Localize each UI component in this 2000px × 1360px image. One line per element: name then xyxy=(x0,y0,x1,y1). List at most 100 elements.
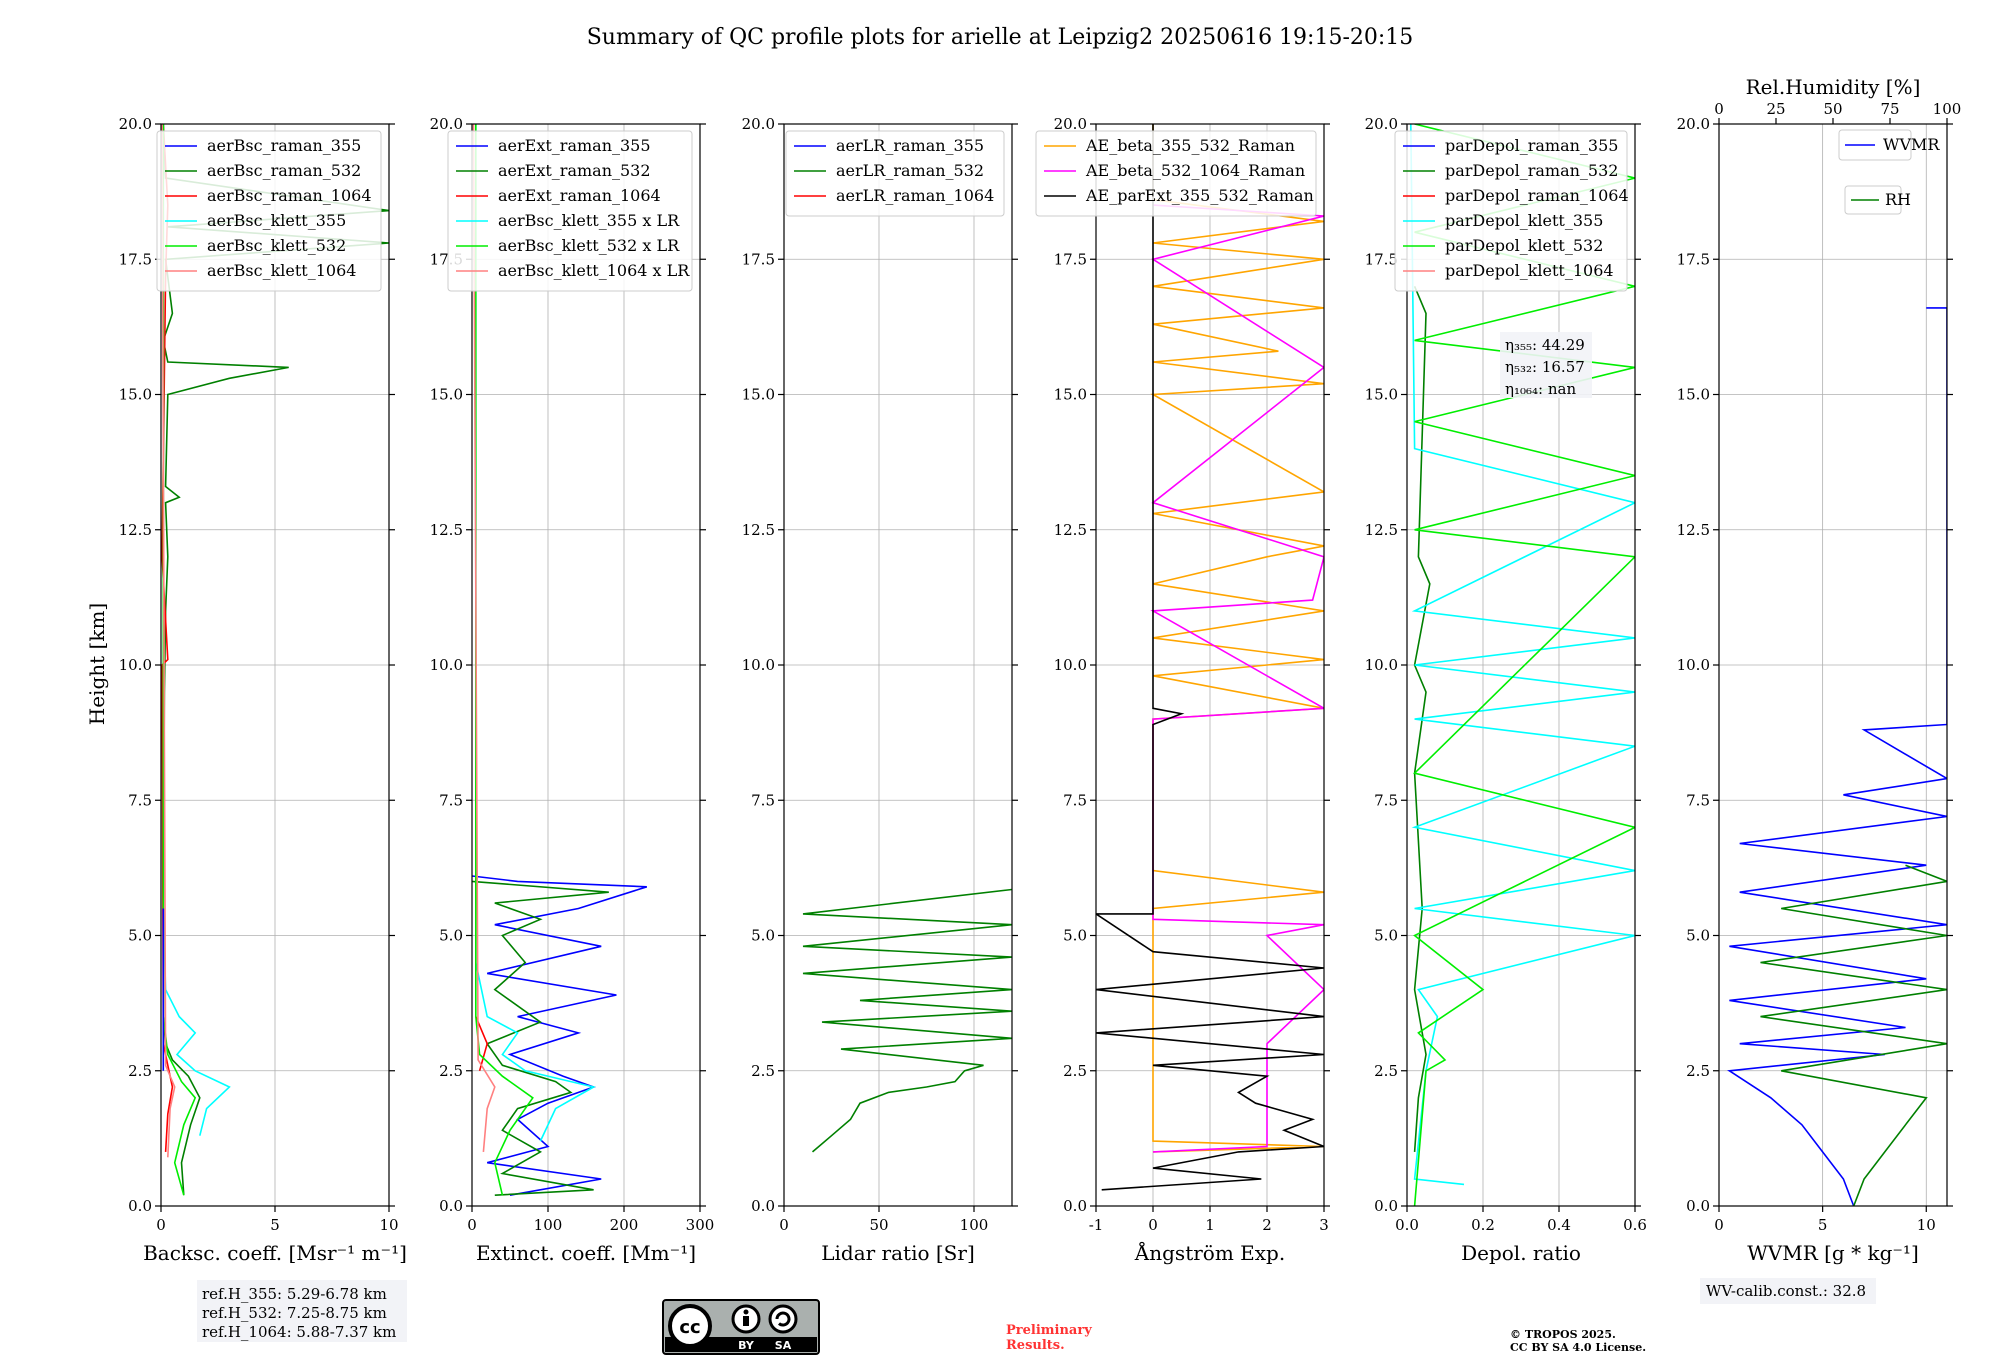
x-axis-label: Lidar ratio [Sr] xyxy=(821,1241,975,1265)
figure-title: Summary of QC profile plots for arielle … xyxy=(587,25,1414,50)
y-tick-label: 2.5 xyxy=(1374,1062,1398,1080)
series-AE_parExt_355_532_Raman xyxy=(1096,124,1324,1191)
legend-box xyxy=(1035,130,1317,217)
x-tick-label: 10 xyxy=(379,1216,398,1234)
y-tick-label: 0.0 xyxy=(1686,1197,1710,1215)
y-tick-label: 12.5 xyxy=(742,521,775,539)
y-tick-label: 5.0 xyxy=(128,927,152,945)
y-tick-label: 17.5 xyxy=(1677,250,1710,268)
x-tick-label: 100 xyxy=(534,1216,563,1234)
legend-entry: AE_beta_355_532_Raman xyxy=(1085,136,1295,155)
x-tick-label: 100 xyxy=(960,1216,989,1234)
legend-entry: parDepol_raman_1064 xyxy=(1445,186,1629,205)
legend: AE_beta_355_532_Raman AE_beta_532_1064_Ra… xyxy=(1035,130,1317,217)
ref-h-355: ref.H_355: 5.29-6.78 km xyxy=(202,1285,387,1303)
x-tick-label: 0 xyxy=(1148,1216,1158,1234)
top-x-tick-label: 0 xyxy=(1714,100,1724,118)
y-tick-label: 0.0 xyxy=(128,1197,152,1215)
legend-box xyxy=(785,130,1005,217)
y-tick-label: 5.0 xyxy=(1063,927,1087,945)
y-tick-label: 7.5 xyxy=(128,791,152,809)
y-tick-label: 12.5 xyxy=(1054,521,1087,539)
ref-h-1064: ref.H_1064: 5.88-7.37 km xyxy=(202,1323,396,1341)
x-tick-label: 0 xyxy=(779,1216,789,1234)
y-tick-label: 7.5 xyxy=(1063,791,1087,809)
y-axis-label: Height [km] xyxy=(85,603,109,725)
legend: aerBsc_raman_355 aerBsc_raman_532 aerBsc_r… xyxy=(156,130,382,292)
y-tick-label: 2.5 xyxy=(1063,1062,1087,1080)
cc-text: cc xyxy=(679,1317,700,1338)
y-tick-label: 12.5 xyxy=(1365,521,1398,539)
panel-extinction: 0.02.55.07.510.012.515.017.520.00 100 200 3… xyxy=(430,115,715,1265)
x-tick-label: 200 xyxy=(610,1216,639,1234)
x-tick-label: 50 xyxy=(869,1216,888,1234)
y-tick-label: 15.0 xyxy=(119,386,152,404)
series-WVMR xyxy=(1727,307,1947,1206)
y-tick-label: 10.0 xyxy=(742,656,775,674)
series-aerBsc_klett_532 x LR xyxy=(474,124,534,1196)
y-tick-label: 15.0 xyxy=(430,386,463,404)
x-tick-label: 0.0 xyxy=(1395,1216,1419,1234)
eta-box: η₃₅₅: 44.29 η₅₃₂: 16.57 η₁₀₆₄: nan xyxy=(1500,332,1592,398)
series-aerBsc_klett_1064 x LR xyxy=(472,124,496,1152)
legend-entry: aerBsc_klett_1064 xyxy=(207,261,356,280)
series-group xyxy=(472,124,648,1196)
legend: WVMR RH xyxy=(1838,129,1940,215)
top-x-tick-label: 75 xyxy=(1880,100,1899,118)
x-axis-label: WVMR [g * kg⁻¹] xyxy=(1747,1241,1919,1265)
series-aerBsc_klett_1064 xyxy=(161,124,176,1158)
y-tick-label: 5.0 xyxy=(439,927,463,945)
legend-entry: aerBsc_raman_532 xyxy=(207,161,361,180)
y-tick-label: 15.0 xyxy=(1054,386,1087,404)
y-tick-label: 2.5 xyxy=(128,1062,152,1080)
cc-sa-label: SA xyxy=(775,1339,792,1352)
legend-entry: aerBsc_klett_532 xyxy=(207,236,346,255)
legend-entry: parDepol_klett_1064 xyxy=(1445,261,1614,280)
y-tick-label: 0.0 xyxy=(1063,1197,1087,1215)
y-tick-label: 17.5 xyxy=(742,250,775,268)
series-AE_beta_532_1064_Raman xyxy=(1150,204,1324,1153)
series-group xyxy=(1096,124,1324,1191)
axes-frame xyxy=(1095,123,1325,1207)
x-axis-label: Depol. ratio xyxy=(1461,1241,1581,1265)
legend-entry: aerBsc_klett_355 x LR xyxy=(498,211,680,230)
y-tick-label: 20.0 xyxy=(1365,115,1398,133)
legend-box xyxy=(1394,130,1628,292)
legend-entry: aerBsc_klett_1064 x LR xyxy=(498,261,690,280)
x-axis-label: Ångström Exp. xyxy=(1134,1240,1285,1265)
y-tick-label: 10.0 xyxy=(1677,656,1710,674)
share-alike-icon xyxy=(768,1304,798,1334)
cc-circle-icon xyxy=(668,1304,712,1348)
person-body-icon xyxy=(743,1316,749,1326)
legend-entry: aerExt_raman_532 xyxy=(498,161,651,180)
axes-frame xyxy=(471,123,701,1207)
preliminary-label-2: Results. xyxy=(1006,1338,1065,1353)
legend-entry: parDepol_klett_355 xyxy=(1445,211,1603,230)
top-x-tick-label: 50 xyxy=(1823,100,1842,118)
eta-355: η₃₅₅: 44.29 xyxy=(1505,336,1585,354)
axes-frame xyxy=(783,123,1013,1207)
axes-frame xyxy=(1718,123,1948,1207)
legend-entry: aerExt_raman_355 xyxy=(498,136,651,155)
y-tick-label: 10.0 xyxy=(119,656,152,674)
reference-height-box: ref.H_355: 5.29-6.78 km ref.H_532: 7.25-… xyxy=(197,1280,407,1342)
y-tick-label: 7.5 xyxy=(1686,791,1710,809)
x-tick-label: 0 xyxy=(1714,1216,1724,1234)
eta-532: η₅₃₂: 16.57 xyxy=(1505,358,1585,376)
share-alike-arrow-icon xyxy=(775,1311,791,1327)
y-tick-label: 2.5 xyxy=(439,1062,463,1080)
y-tick-label: 12.5 xyxy=(430,521,463,539)
x-tick-label: 5 xyxy=(270,1216,280,1234)
legend: parDepol_raman_355 parDepol_raman_532 parD… xyxy=(1394,130,1629,292)
panel-wvmr: 0.02.55.07.510.012.515.017.520.00 5 100 25 5… xyxy=(1677,75,1962,1265)
eta-1064: η₁₀₆₄: nan xyxy=(1505,380,1576,398)
legend-entry: aerLR_raman_1064 xyxy=(836,186,994,205)
top-x-tick-label: 25 xyxy=(1766,100,1785,118)
wv-calib-box-bg xyxy=(1700,1278,1876,1304)
y-tick-label: 2.5 xyxy=(751,1062,775,1080)
y-tick-label: 10.0 xyxy=(1054,656,1087,674)
cc-license-badge[interactable]: cc BY SA xyxy=(662,1299,820,1355)
x-tick-label: 0.2 xyxy=(1471,1216,1495,1234)
series-RH xyxy=(1760,864,1947,1206)
